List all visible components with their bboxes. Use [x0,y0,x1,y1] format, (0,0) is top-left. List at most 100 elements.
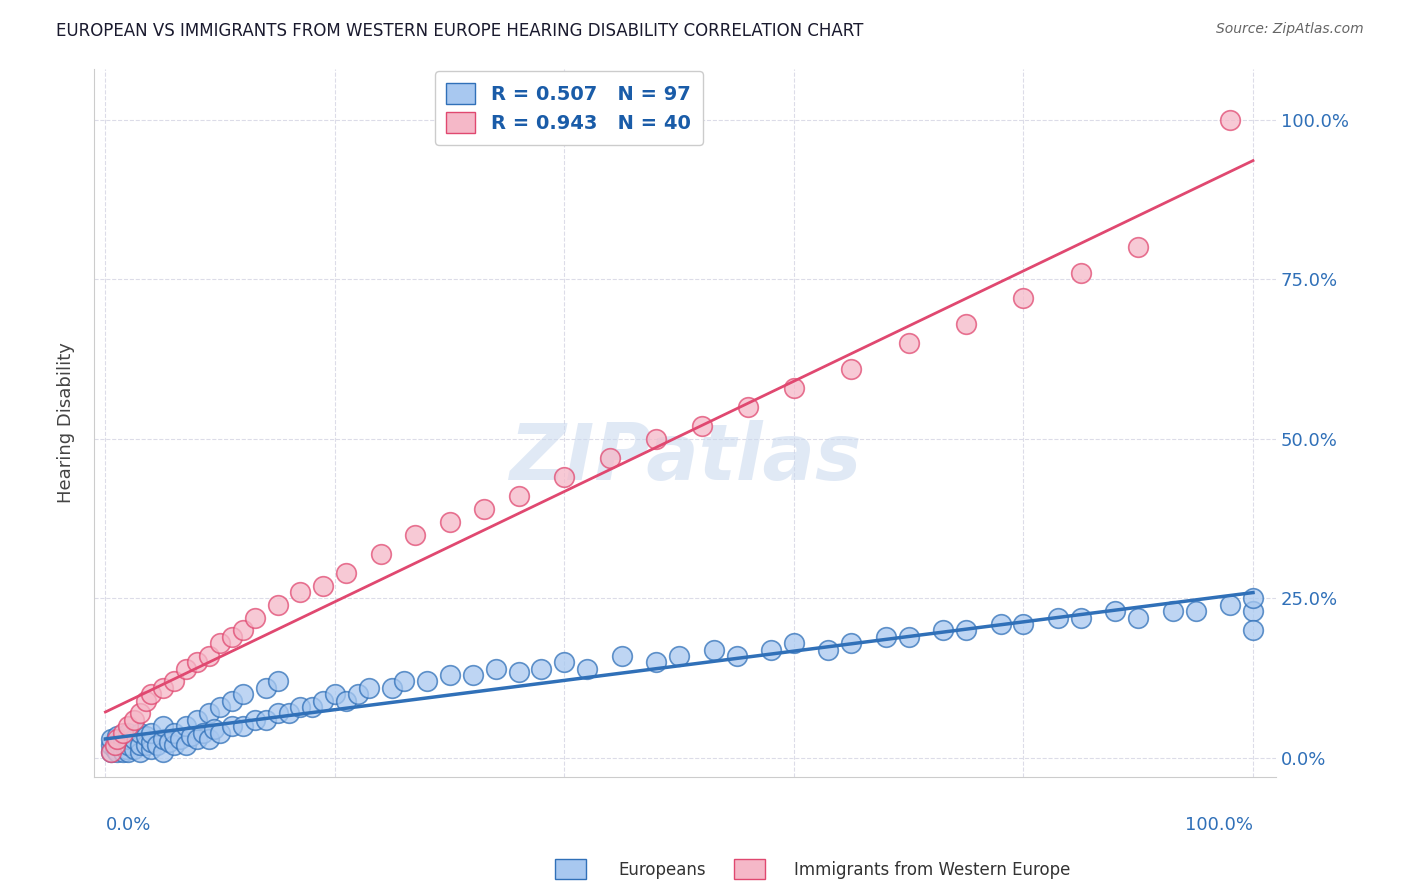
Point [103,741,125,756]
Point [841,636,863,650]
Text: Europeans: Europeans [619,861,706,879]
Point [174,662,197,676]
Point [381,681,404,695]
Point [243,713,266,727]
Point [254,713,277,727]
Point [690,419,713,434]
Point [312,693,335,707]
Point [209,636,232,650]
Point [157,735,180,749]
Point [141,725,163,739]
Point [759,642,782,657]
Point [783,381,806,395]
Y-axis label: Hearing Disability: Hearing Disability [58,343,75,503]
Point [1184,604,1206,618]
Point [209,700,232,714]
Point [370,547,392,561]
Point [163,674,186,689]
Point [1219,112,1241,127]
Point [576,662,599,676]
Point [163,725,186,739]
Point [290,585,312,599]
Point [111,745,134,759]
Text: EUROPEAN VS IMMIGRANTS FROM WESTERN EUROPE HEARING DISABILITY CORRELATION CHART: EUROPEAN VS IMMIGRANTS FROM WESTERN EURO… [56,22,863,40]
Point [897,336,920,351]
Point [128,739,150,753]
Point [100,739,122,753]
Point [875,630,897,644]
Point [266,706,288,721]
Point [645,432,668,446]
Point [1241,591,1264,606]
Point [105,745,128,759]
Point [174,739,197,753]
Point [897,630,920,644]
Point [197,731,219,746]
Point [141,687,163,701]
Text: Source: ZipAtlas.com: Source: ZipAtlas.com [1216,22,1364,37]
Point [204,723,226,737]
Point [186,656,208,670]
Point [254,681,277,695]
Point [221,630,243,644]
Legend: R = 0.507   N = 97, R = 0.943   N = 40: R = 0.507 N = 97, R = 0.943 N = 40 [434,71,703,145]
Point [221,693,243,707]
Point [141,735,163,749]
Point [108,739,131,753]
Point [209,725,232,739]
Point [461,668,484,682]
Point [530,662,553,676]
Text: ZIPatlas: ZIPatlas [509,420,860,496]
Point [932,624,955,638]
Point [117,725,139,739]
Point [117,745,139,759]
Text: 0.0%: 0.0% [105,815,150,834]
Point [1012,292,1035,306]
Point [404,527,426,541]
Point [290,700,312,714]
Point [186,731,208,746]
Point [146,739,169,753]
Point [359,681,381,695]
Point [105,729,128,743]
Point [645,656,668,670]
Point [1128,610,1150,624]
Point [128,725,150,739]
Point [955,624,977,638]
Point [111,731,134,746]
Point [1241,624,1264,638]
Point [221,719,243,733]
Point [103,739,125,753]
Point [1219,598,1241,612]
Point [117,719,139,733]
Point [152,731,174,746]
Point [152,745,174,759]
Text: Immigrants from Western Europe: Immigrants from Western Europe [794,861,1071,879]
Point [508,489,530,503]
Point [197,706,219,721]
Point [232,687,254,701]
Point [128,706,150,721]
Point [135,729,157,743]
Point [990,617,1012,632]
Point [243,610,266,624]
Point [135,739,157,753]
Point [1104,604,1126,618]
Point [197,648,219,663]
Point [186,713,208,727]
Point [1128,240,1150,254]
Point [312,579,335,593]
Point [610,648,633,663]
Point [472,502,495,516]
Point [100,745,122,759]
Point [180,729,202,743]
Point [599,450,621,465]
Point [174,719,197,733]
Point [117,739,139,753]
Point [737,400,759,414]
Point [232,719,254,733]
Point [1046,610,1069,624]
Point [817,642,839,657]
Point [111,725,134,739]
Point [266,674,288,689]
